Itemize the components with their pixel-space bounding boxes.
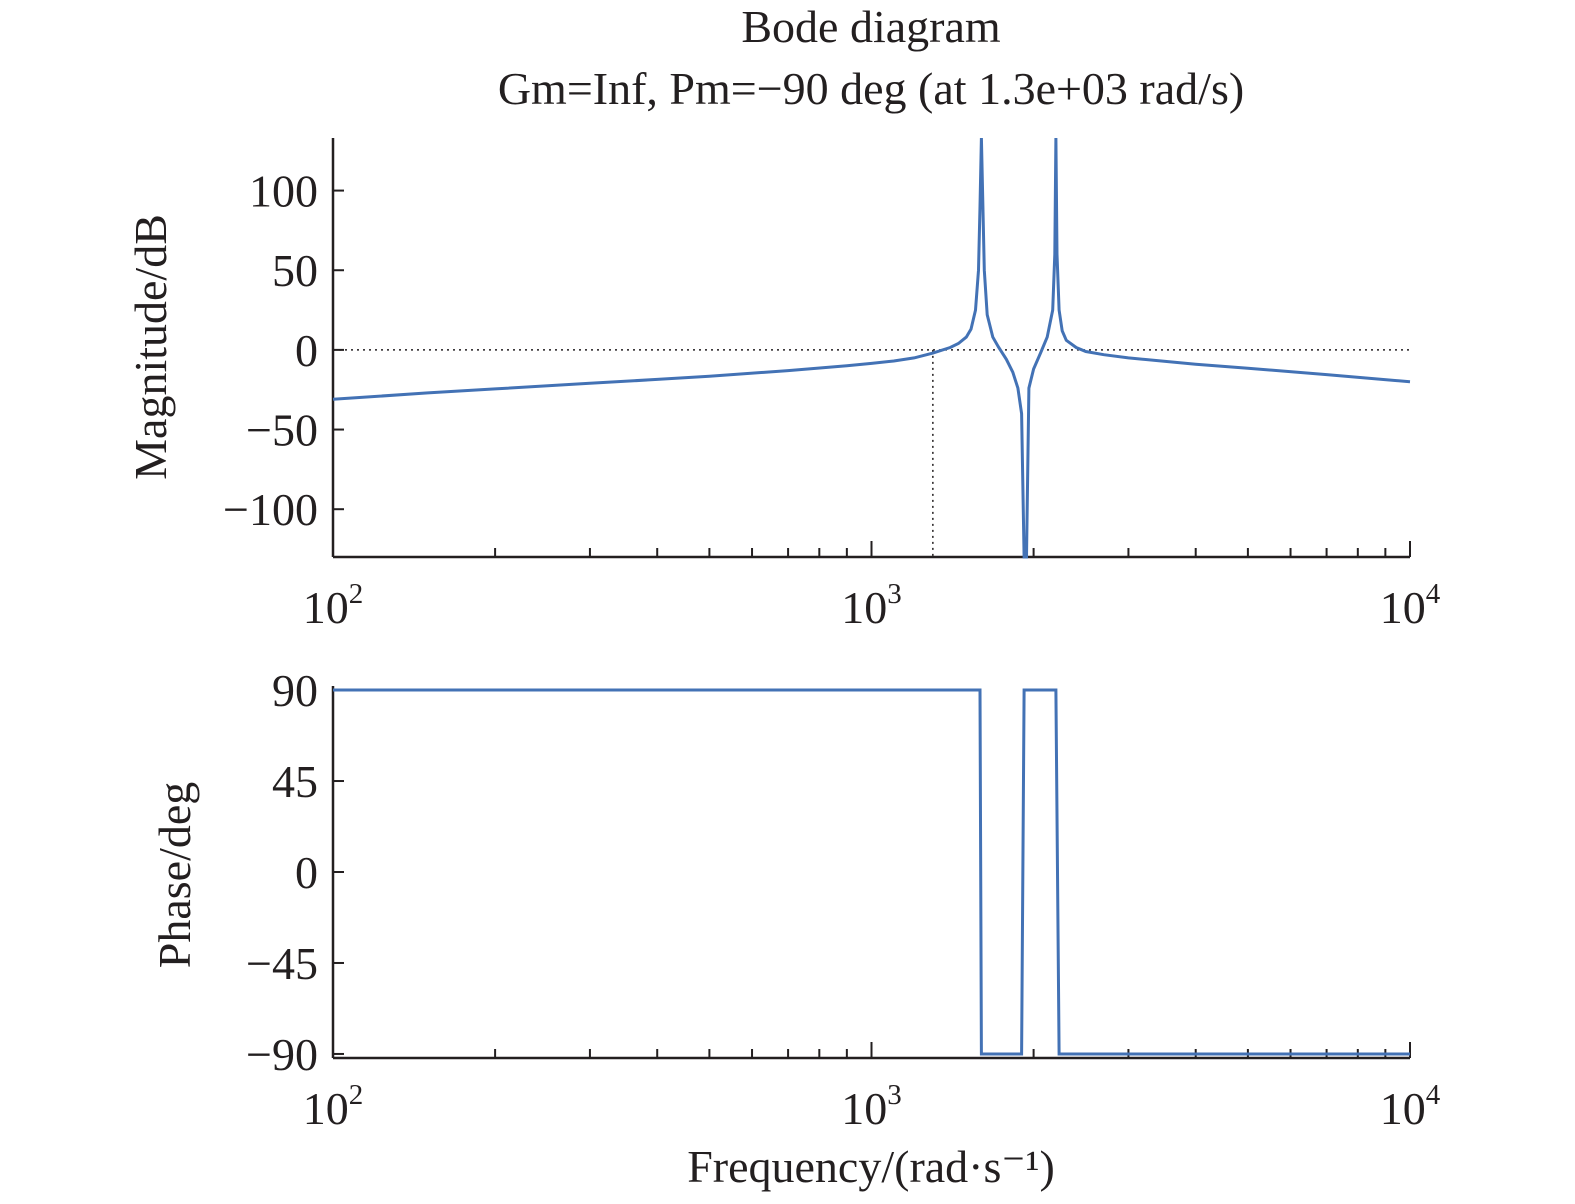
magnitude-y-tick-label: −50 xyxy=(246,405,318,456)
magnitude-y-tick-label: 100 xyxy=(249,166,318,217)
phase-y-tick-label: 0 xyxy=(295,847,318,898)
phase-x-tick-label: 103 xyxy=(841,1079,902,1134)
phase-y-tick-label: −45 xyxy=(246,938,318,989)
chart-subtitle: Gm=Inf, Pm=−90 deg (at 1.3e+03 rad/s) xyxy=(498,63,1244,114)
magnitude-tick-labels: 100 50 0 −50 −100 102 103 104 xyxy=(223,166,1441,633)
magnitude-series-line xyxy=(332,137,1411,559)
magnitude-y-axis-label: Magnitude/dB xyxy=(125,214,176,480)
magnitude-y-tick-label: 0 xyxy=(295,325,318,376)
magnitude-x-tick-label: 103 xyxy=(841,578,902,633)
phase-x-tick-label: 104 xyxy=(1380,1079,1441,1134)
phase-y-tick-label: −90 xyxy=(246,1029,318,1080)
phase-series-line xyxy=(333,688,1410,1056)
magnitude-panel: 100 50 0 −50 −100 102 103 104 Magnitude/dB xyxy=(125,137,1441,633)
phase-y-axis-label: Phase/deg xyxy=(149,782,200,969)
magnitude-x-tick-label: 104 xyxy=(1380,578,1441,633)
chart-title: Bode diagram xyxy=(741,1,1001,52)
magnitude-x-tick-label: 102 xyxy=(303,578,364,633)
magnitude-y-tick-label: 50 xyxy=(272,245,318,296)
magnitude-axes xyxy=(331,138,1411,559)
phase-y-tick-label: 45 xyxy=(272,756,318,807)
phase-axes xyxy=(331,686,1411,1060)
x-axis-label: Frequency/(rad·s⁻¹) xyxy=(687,1141,1055,1192)
phase-x-tick-label: 102 xyxy=(303,1079,364,1134)
magnitude-y-tick-label: −100 xyxy=(223,484,318,535)
phase-y-tick-label: 90 xyxy=(272,665,318,716)
